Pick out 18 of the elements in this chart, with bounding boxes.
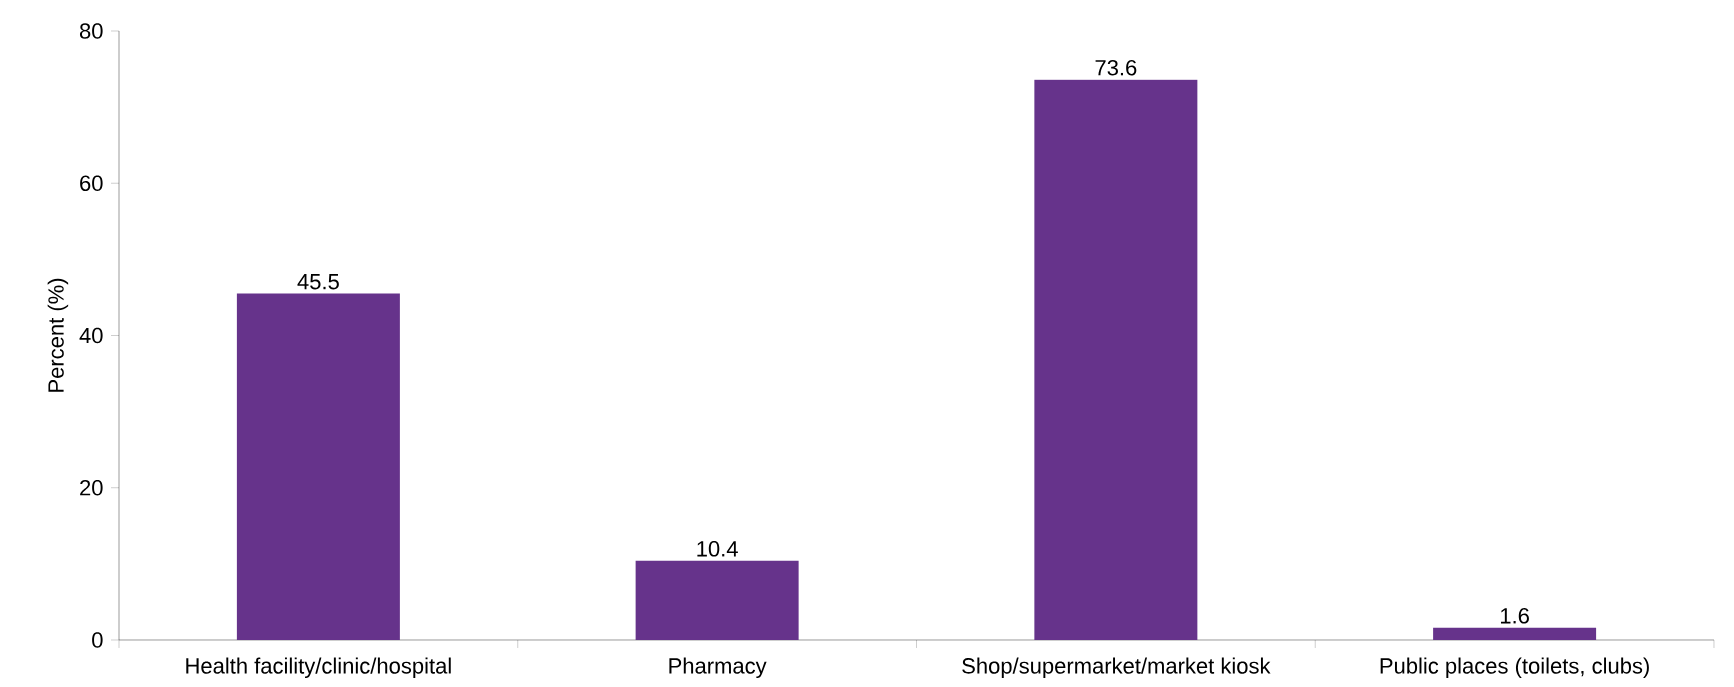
y-axis-title: Percent (%) — [47, 278, 69, 392]
data-label: 45.5 — [297, 274, 339, 290]
y-tick-label: 20 — [80, 479, 103, 496]
bar — [1034, 79, 1198, 640]
data-label: 1.6 — [1500, 608, 1529, 624]
bar — [236, 293, 400, 640]
y-tick-label: 60 — [80, 175, 103, 192]
data-label: 73.6 — [1095, 59, 1137, 76]
bar — [635, 560, 799, 640]
x-tick-label: Public places (toilets, clubs) — [1380, 657, 1649, 679]
data-label: 10.4 — [697, 541, 738, 557]
x-tick-label: Pharmacy — [669, 657, 767, 679]
bar — [1433, 627, 1597, 640]
y-tick-label: 0 — [92, 632, 103, 648]
x-tick-label: Health facility/clinic/hospital — [186, 657, 451, 679]
x-tick-label: Shop/supermarket/market kiosk — [962, 657, 1271, 679]
y-tick-label: 80 — [79, 23, 103, 39]
y-tick-label: 40 — [79, 327, 103, 344]
